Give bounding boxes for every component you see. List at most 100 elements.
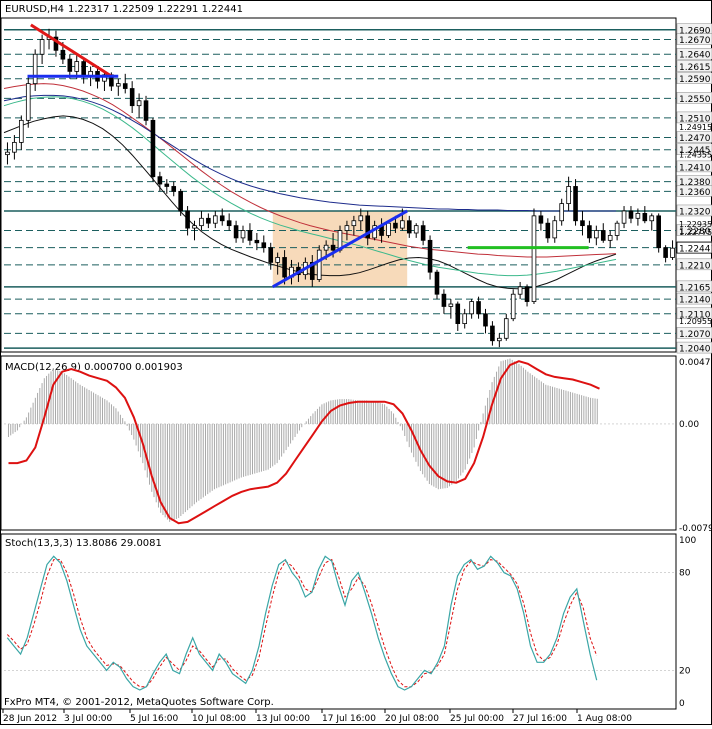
price-tick-label: 1.2670 — [679, 36, 711, 46]
price-label-box — [676, 327, 712, 339]
x-tick-label: 25 Jul 00:00 — [450, 714, 504, 724]
candle-body — [524, 286, 530, 302]
price-extra-label: 1.22775 — [679, 228, 712, 237]
stochastic-pane: 100 80 20 0 — [0, 533, 696, 710]
candle-body — [254, 239, 260, 244]
price-label-box — [676, 224, 712, 236]
candle-body — [323, 244, 329, 251]
candle-body — [143, 100, 149, 121]
price-tick-label: 1.2640 — [679, 51, 711, 61]
trend-line — [30, 23, 113, 78]
price-tick-label: 1.2140 — [679, 296, 711, 306]
candle-body — [365, 215, 371, 239]
x-tick-label: 17 Jul 16:00 — [322, 714, 376, 724]
candle-body — [614, 222, 620, 236]
stoch-main-line — [6, 555, 598, 691]
price-tick-label: 1.2510 — [679, 114, 711, 124]
price-label-box — [676, 258, 712, 271]
candle-body — [455, 303, 461, 324]
candle-body — [649, 215, 655, 222]
candle-body — [247, 230, 253, 241]
price-label-box — [676, 60, 712, 72]
price-label-box — [676, 33, 712, 45]
chart-ohlc-header: 1.22317 1.22509 1.22291 1.22441 — [68, 4, 243, 15]
candle-body — [122, 83, 128, 89]
macd-tick-label: 0.00473 — [679, 358, 712, 368]
x-tick-label: 28 Jun 2012 — [3, 714, 57, 724]
candle-body — [157, 176, 163, 185]
candle-body — [573, 186, 578, 222]
x-tick-label: 1 Aug 08:00 — [577, 714, 632, 724]
candle-body — [420, 225, 426, 241]
moving-average-line — [3, 94, 616, 212]
candle-body — [531, 215, 537, 302]
price-tick-label: 1.2280 — [679, 227, 711, 237]
candle-body — [192, 225, 197, 229]
candle-body — [462, 313, 468, 324]
candle-body — [206, 217, 211, 224]
candle-body — [344, 225, 350, 231]
current-price-label: 1.22441 — [679, 245, 712, 255]
candle-body — [351, 220, 357, 227]
price-tick-label: 1.2445 — [679, 146, 711, 156]
candle-body — [60, 49, 66, 60]
candle-body — [393, 222, 398, 229]
candle-body — [116, 83, 121, 87]
candle-body — [517, 286, 523, 295]
candle-body — [483, 313, 488, 327]
candle-body — [171, 186, 177, 192]
candle-body — [545, 222, 551, 239]
stoch-tick-label: 80 — [679, 569, 691, 579]
candle-body — [621, 210, 627, 224]
price-label-box — [676, 280, 712, 293]
candle-body — [150, 119, 156, 178]
price-tick-label: 1.2615 — [679, 63, 711, 73]
candle-body — [212, 215, 218, 224]
price-label-box — [676, 185, 712, 197]
stoch-tick-label: 100 — [679, 536, 696, 546]
candle-body — [282, 257, 287, 278]
candle-body — [538, 215, 544, 224]
candle-body — [330, 244, 336, 251]
price-tick-label: 1.2550 — [679, 95, 711, 105]
candle-body — [25, 83, 31, 121]
candle-body — [670, 247, 675, 258]
candle-body — [19, 119, 24, 143]
price-label-box — [676, 131, 712, 143]
price-label-box — [676, 143, 712, 155]
candle-body — [510, 293, 516, 320]
x-axis: 28 Jun 2012 3 Jul 00:00 5 Jul 16:00 10 Jul … — [2, 709, 632, 724]
price-extra-label: 1.22935 — [679, 220, 712, 229]
price-label-box — [676, 47, 712, 60]
current-price-box — [676, 241, 712, 254]
chart-symbol-header: EURUSD,H4 — [5, 4, 64, 15]
candle-body — [67, 58, 73, 72]
candle-body — [358, 215, 364, 222]
moving-average-line — [3, 83, 617, 258]
price-tick-label: 1.2690 — [679, 26, 711, 36]
candle-body — [164, 183, 170, 187]
price-label-box — [676, 341, 712, 354]
price-label-box — [676, 111, 712, 124]
candle-body — [656, 215, 661, 249]
candle-body — [663, 247, 668, 258]
candle-body — [386, 222, 391, 236]
candle-body — [32, 53, 38, 85]
price-label-box — [676, 307, 712, 320]
price-tick-label: 1.2590 — [679, 75, 711, 85]
candle-body — [469, 301, 474, 315]
candle-body — [566, 186, 571, 205]
macd-tick-label: 0.00 — [679, 420, 699, 430]
price-label-box — [676, 72, 712, 84]
candle-body — [400, 220, 405, 229]
copyright-footer: FxPro MT4, © 2001-2012, MetaQuotes Softw… — [4, 697, 274, 708]
candle-body — [129, 88, 135, 107]
candle-body — [642, 213, 648, 222]
candle-body — [261, 242, 267, 249]
price-tick-label: 1.2380 — [679, 178, 711, 188]
candle-body — [503, 318, 509, 339]
candle-body — [628, 210, 634, 219]
candle-body — [178, 190, 183, 212]
price-tick-label: 1.2070 — [679, 330, 711, 340]
candle-body — [316, 249, 322, 280]
